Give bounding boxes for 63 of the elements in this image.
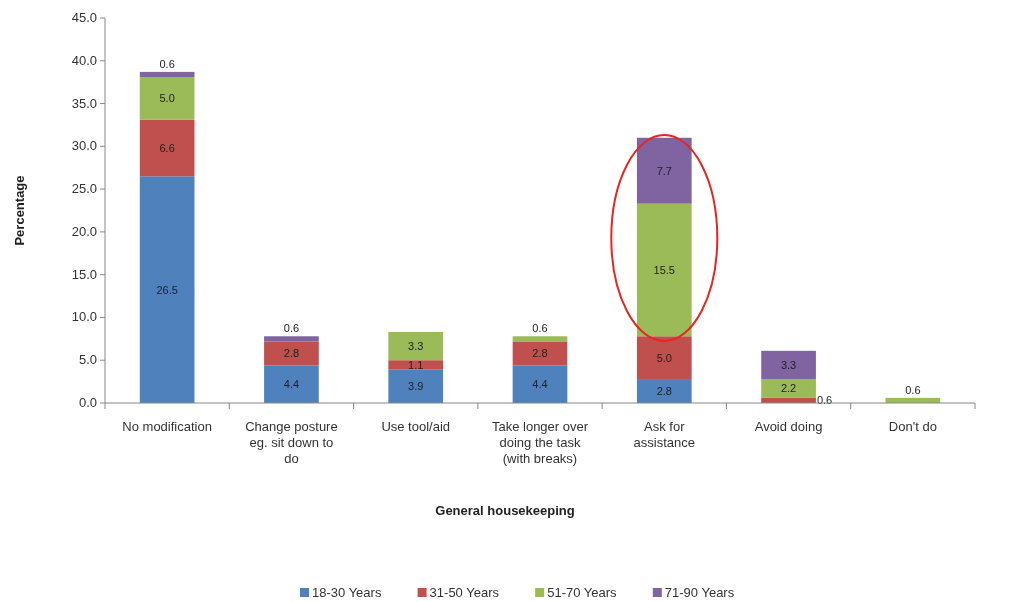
data-label: 4.4 [283,378,300,391]
bar [388,369,444,403]
bar [636,379,692,403]
x-tick-label: No modification [122,419,212,434]
bar [139,71,195,78]
x-tick-label: Take longer over doing the task (with breaks) [491,419,589,466]
bar [512,336,568,342]
bar [388,360,444,370]
data-label: 26.5 [156,283,178,296]
bar [139,119,195,177]
y-tick-label: 10.0 [71,309,97,325]
data-label: 0.6 [816,393,833,406]
x-tick-label: Don't do [888,419,937,434]
data-label: 0.6 [532,322,548,335]
data-label: 6.6 [159,142,175,155]
bar [761,350,816,380]
bar [264,336,319,342]
y-tick-label: 0.0 [78,395,97,410]
data-label: 1.1 [408,358,424,371]
data-label: 7.7 [656,164,672,177]
data-label: 15.5 [653,263,675,276]
legend-label: 18-30 Years [312,585,382,600]
data-label: 3.9 [408,380,424,393]
y-tick-label: 15.0 [71,266,97,282]
data-label: 2.8 [656,385,672,398]
y-axis-title: Percentage [12,175,27,246]
data-label: 5.0 [159,92,175,105]
data-label: 3.3 [780,358,797,371]
data-label: 2.8 [283,347,300,360]
bar [388,331,444,361]
y-tick-label: 40.0 [71,52,97,68]
x-tick-label: Change posture eg. sit down to do [245,419,338,466]
bar [139,77,195,120]
x-tick-label: Ask for assistance [633,419,695,450]
data-label: 0.6 [905,383,921,396]
bar [512,365,568,403]
bar [512,341,568,366]
data-label: 2.8 [532,347,548,360]
y-tick-label: 30.0 [71,138,97,154]
data-label: 2.2 [780,382,797,395]
y-tick-label: 25.0 [71,181,97,197]
bar [264,341,319,366]
bar [761,379,816,398]
bar [139,176,195,403]
bar [636,203,692,337]
data-label: 4.4 [532,378,548,391]
data-label: 5.0 [656,351,672,364]
data-label: 0.6 [283,322,300,335]
data-label: 3.3 [408,340,424,353]
legend-label: 71-90 Years [664,585,735,600]
y-tick-label: 20.0 [71,223,97,239]
y-tick-label: 5.0 [78,352,97,368]
x-axis-title: General housekeeping [435,503,575,518]
legend-label: 31-50 Years [429,585,500,600]
y-tick-label: 35.0 [71,95,97,111]
x-tick-label: Use tool/aid [381,419,451,434]
bar [636,137,692,204]
data-label: 0.6 [159,57,175,70]
y-tick-label: 45.0 [71,10,97,25]
bar [264,365,319,403]
legend-label: 51-70 Years [547,585,618,600]
bar [636,336,692,380]
x-tick-label: Avoid doing [754,419,823,434]
